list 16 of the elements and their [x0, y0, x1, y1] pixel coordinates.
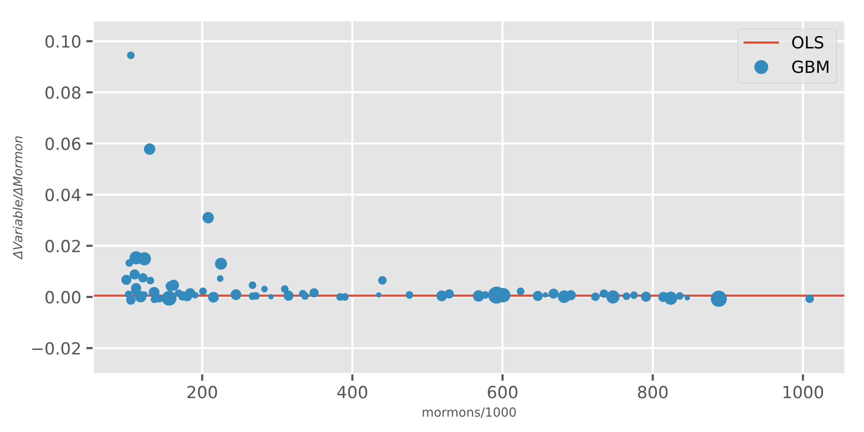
- y-tick-label: −0.02: [32, 342, 80, 355]
- x-tick-label: 600: [488, 386, 518, 398]
- y-tick-label: 0.02: [45, 240, 80, 252]
- x-tick-label: 800: [638, 386, 668, 398]
- legend-label: GBM: [792, 60, 828, 74]
- y-tick-label: 0.04: [45, 188, 81, 202]
- x-tick-label: 200: [188, 386, 217, 398]
- legend-label: OLS: [792, 36, 824, 49]
- x-tick-label: 1000: [784, 386, 824, 398]
- x-tick-label: 400: [337, 386, 368, 398]
- y-tick-label: 0.08: [45, 86, 80, 99]
- y-axis-title: ΔVariable/ΔMormon: [12, 136, 24, 260]
- y-tick-label: 0.00: [45, 290, 80, 304]
- y-tick-label: 0.06: [45, 137, 80, 150]
- x-axis-title: mormons/1000: [422, 407, 516, 418]
- y-tick-label: 0.10: [45, 35, 80, 48]
